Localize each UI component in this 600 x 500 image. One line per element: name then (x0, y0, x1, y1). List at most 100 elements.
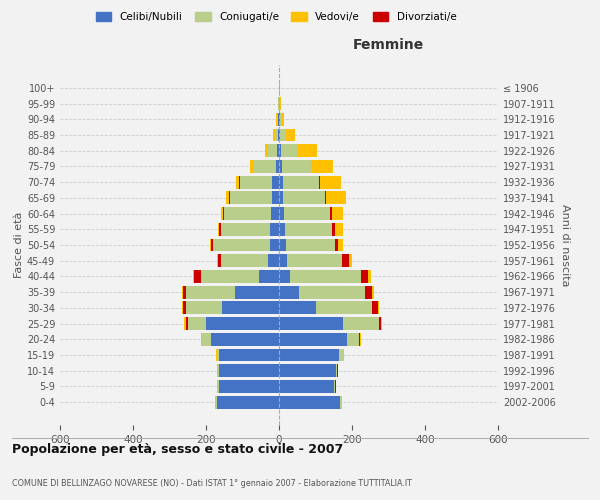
Bar (359, 333, 361, 346)
Bar (320, 176, 341, 188)
Bar (226, 192, 229, 204)
Bar (381, 317, 382, 330)
Bar (279, 144, 281, 157)
Bar (186, 317, 188, 330)
Y-axis label: Anni di nascita: Anni di nascita (560, 204, 569, 286)
Bar (332, 223, 335, 235)
Bar (217, 396, 279, 408)
Bar (218, 223, 219, 235)
Bar (334, 380, 335, 393)
Bar (186, 302, 223, 314)
Bar (297, 144, 317, 157)
Bar (330, 207, 332, 220)
Bar (279, 192, 283, 204)
Bar (286, 238, 335, 252)
Bar (183, 302, 186, 314)
Bar (365, 286, 372, 298)
Bar (281, 144, 297, 157)
Bar (218, 364, 219, 377)
Bar (279, 286, 299, 298)
Text: Popolazione per età, sesso e stato civile - 2007: Popolazione per età, sesso e stato civil… (12, 442, 343, 456)
Bar (202, 333, 211, 346)
Bar (275, 128, 278, 141)
Bar (368, 270, 371, 283)
Bar (283, 176, 319, 188)
Bar (340, 396, 341, 408)
Bar (279, 348, 339, 362)
Bar (201, 333, 202, 346)
Bar (182, 286, 183, 298)
Bar (279, 333, 347, 346)
Bar (272, 176, 279, 188)
Bar (269, 238, 279, 252)
Bar (216, 396, 217, 408)
Bar (286, 128, 295, 141)
Bar (278, 113, 279, 126)
Bar (281, 113, 284, 126)
Bar (211, 238, 213, 252)
Bar (332, 207, 343, 220)
Bar (279, 396, 340, 408)
Bar (194, 270, 200, 283)
Bar (279, 207, 284, 220)
Bar (218, 380, 219, 393)
Bar (277, 113, 278, 126)
Bar (273, 128, 275, 141)
Bar (347, 333, 359, 346)
Bar (335, 238, 338, 252)
Bar (339, 348, 344, 362)
Bar (265, 144, 268, 157)
Bar (213, 238, 269, 252)
Bar (182, 302, 183, 314)
Bar (280, 128, 286, 141)
Bar (379, 317, 381, 330)
Bar (183, 286, 186, 298)
Bar (211, 333, 279, 346)
Bar (335, 364, 337, 377)
Bar (272, 192, 279, 204)
Bar (279, 302, 316, 314)
Bar (290, 270, 361, 283)
Bar (279, 380, 334, 393)
Bar (361, 270, 368, 283)
Bar (282, 160, 311, 173)
Bar (254, 160, 276, 173)
Bar (349, 254, 352, 267)
Bar (268, 254, 279, 267)
Bar (372, 302, 377, 314)
Bar (221, 254, 268, 267)
Bar (377, 302, 379, 314)
Bar (210, 238, 211, 252)
Text: Femmine: Femmine (353, 38, 424, 52)
Bar (221, 207, 223, 220)
Text: COMUNE DI BELLINZAGO NOVARESE (NO) - Dati ISTAT 1° gennaio 2007 - Elaborazione T: COMUNE DI BELLINZAGO NOVARESE (NO) - Dat… (12, 479, 412, 488)
Bar (206, 317, 279, 330)
Bar (235, 286, 279, 298)
Bar (279, 317, 343, 330)
Bar (236, 176, 239, 188)
Bar (342, 254, 349, 267)
Bar (279, 223, 285, 235)
Bar (217, 348, 219, 362)
Bar (217, 254, 218, 267)
Bar (299, 286, 365, 298)
Bar (279, 128, 280, 141)
Bar (270, 223, 279, 235)
Bar (219, 223, 221, 235)
Bar (278, 128, 279, 141)
Bar (277, 144, 279, 157)
Bar (271, 207, 279, 220)
Bar (186, 286, 235, 298)
Bar (219, 380, 279, 393)
Bar (285, 223, 332, 235)
Bar (279, 364, 335, 377)
Bar (311, 160, 333, 173)
Bar (280, 113, 281, 126)
Bar (287, 254, 342, 267)
Bar (316, 302, 372, 314)
Legend: Celibi/Nubili, Coniugati/e, Vedovi/e, Divorziati/e: Celibi/Nubili, Coniugati/e, Vedovi/e, Di… (91, 8, 461, 26)
Bar (280, 97, 281, 110)
Bar (219, 348, 279, 362)
Bar (279, 176, 283, 188)
Bar (200, 270, 259, 283)
